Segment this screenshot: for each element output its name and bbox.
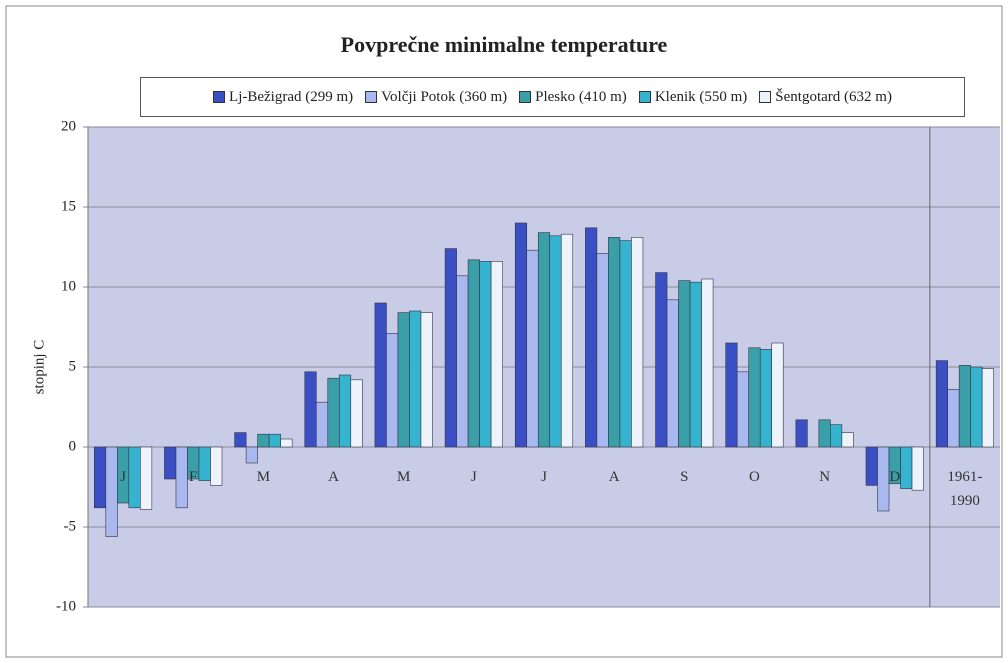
legend-label: Klenik (550 m) xyxy=(654,88,748,105)
chart-title: Povprečne minimalne temperature xyxy=(340,32,668,57)
bar xyxy=(140,446,153,510)
bar xyxy=(374,302,387,448)
bar xyxy=(386,333,399,448)
bar xyxy=(830,424,843,448)
bar xyxy=(689,281,702,448)
y-axis-label: stopinj C xyxy=(31,340,47,395)
bar xyxy=(245,446,258,464)
y-tick-label: -10 xyxy=(56,598,76,614)
x-tick-label: A xyxy=(608,469,620,485)
x-tick-label: O xyxy=(749,469,760,485)
bar xyxy=(631,237,644,448)
bar xyxy=(958,365,971,448)
bar xyxy=(701,278,714,448)
legend-swatch xyxy=(519,91,532,103)
bar xyxy=(397,312,410,448)
bar xyxy=(526,249,539,448)
bar xyxy=(257,433,270,448)
bar xyxy=(981,368,994,448)
bar xyxy=(234,432,247,448)
bar xyxy=(210,446,223,486)
legend-label: Lj-Bežigrad (299 m) xyxy=(229,88,354,105)
bar xyxy=(935,360,948,448)
bar xyxy=(467,259,480,448)
x-tick-label: M xyxy=(256,469,271,485)
legend-swatch xyxy=(365,91,378,103)
bar xyxy=(327,377,340,448)
x-tick-label: 1961-1990 xyxy=(947,469,983,509)
x-tick-label: S xyxy=(680,469,689,485)
legend-item: Lj-Bežigrad (299 m) xyxy=(213,89,353,106)
bar xyxy=(304,371,317,448)
legend-item: Plesko (410 m) xyxy=(519,89,627,106)
bar xyxy=(514,222,528,448)
bar xyxy=(795,419,808,448)
legend-swatch xyxy=(759,91,772,103)
bar xyxy=(338,374,352,448)
x-tick-label: M xyxy=(397,469,411,485)
frame xyxy=(5,5,1003,658)
bar xyxy=(818,419,831,448)
y-tick-label: 0 xyxy=(69,438,77,454)
x-tick-label: J xyxy=(541,469,547,485)
bar xyxy=(456,275,469,448)
y-tick-label: -5 xyxy=(64,518,77,534)
bar xyxy=(666,299,679,448)
x-tick-label: F xyxy=(189,469,198,485)
bar xyxy=(409,310,422,448)
legend-item: Šentgotard (632 m) xyxy=(759,89,892,106)
bar xyxy=(268,433,281,448)
bar xyxy=(490,261,503,448)
legend-label: Plesko (410 m) xyxy=(535,88,627,105)
bar xyxy=(759,349,773,448)
bar xyxy=(619,240,632,448)
y-tick-label: 10 xyxy=(61,278,76,294)
y-tick-label: 15 xyxy=(61,198,76,214)
bar xyxy=(350,379,363,448)
x-tick-label: A xyxy=(328,469,339,485)
bar xyxy=(444,248,457,448)
bar xyxy=(736,371,750,448)
legend-label: Šentgotard (632 m) xyxy=(775,88,892,105)
legend: Lj-Bežigrad (299 m) Volčji Potok (360 m) P… xyxy=(140,77,965,117)
bar xyxy=(608,237,621,448)
legend-label: Volčji Potok (360 m) xyxy=(381,88,508,105)
bar xyxy=(585,227,598,448)
bar xyxy=(479,261,492,448)
x-tick-label: J xyxy=(120,469,126,485)
bar xyxy=(280,438,293,448)
legend-item: Volčji Potok (360 m) xyxy=(365,89,507,106)
bar xyxy=(105,446,118,537)
bar xyxy=(970,366,983,448)
bar xyxy=(596,253,609,448)
bar xyxy=(725,342,738,448)
bar xyxy=(771,342,784,448)
bar xyxy=(315,401,329,448)
legend-item: Klenik (550 m) xyxy=(638,88,748,106)
x-tick-label: N xyxy=(819,469,831,485)
bar xyxy=(420,312,433,448)
bar xyxy=(947,389,960,448)
legend-swatch xyxy=(213,91,226,103)
bar xyxy=(537,232,551,448)
legend-swatch xyxy=(638,91,651,103)
bar xyxy=(678,280,691,448)
bar xyxy=(748,347,761,448)
bar xyxy=(560,233,574,448)
bar xyxy=(841,432,854,448)
bar xyxy=(655,272,668,448)
bar xyxy=(911,446,924,491)
x-tick-label: D xyxy=(889,469,901,485)
y-tick-label: 20 xyxy=(61,118,76,134)
x-tick-label: J xyxy=(470,469,477,485)
y-tick-label: 5 xyxy=(69,358,77,374)
bar xyxy=(549,235,562,448)
